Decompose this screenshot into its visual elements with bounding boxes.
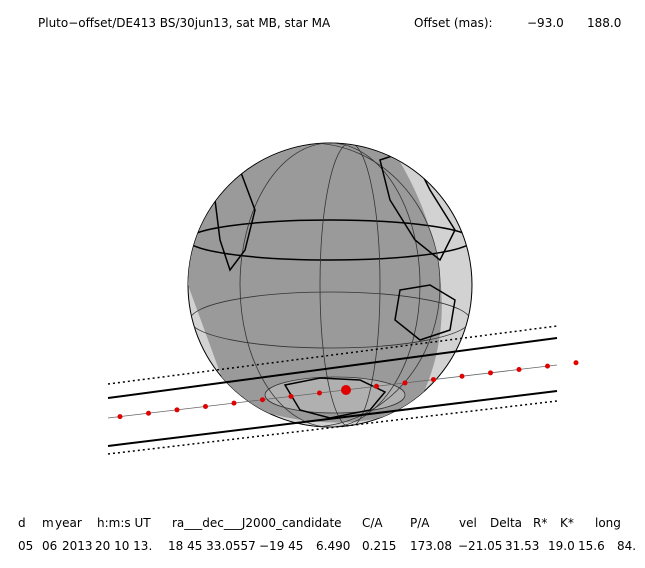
cell: 15.6	[578, 539, 605, 553]
time-marker	[174, 407, 180, 413]
time-marker	[545, 363, 550, 369]
cell: 06	[42, 539, 57, 553]
time-marker	[516, 366, 522, 372]
time-marker	[573, 360, 579, 366]
column-header: C/A	[362, 516, 383, 530]
column-header: long	[595, 516, 621, 530]
time-marker	[317, 390, 322, 396]
cell: 05	[18, 539, 33, 553]
closest-approach	[341, 385, 351, 395]
time-marker	[402, 380, 408, 386]
cell: 173.08	[410, 539, 452, 553]
cell: 19.0	[548, 539, 575, 553]
time-marker	[117, 414, 123, 420]
cell: 31.53	[505, 539, 539, 553]
time-marker	[231, 400, 237, 406]
time-marker	[459, 373, 465, 379]
time-marker	[288, 393, 294, 399]
offset-label: Offset (mas):	[414, 16, 493, 30]
column-header: vel	[459, 516, 477, 530]
time-marker	[260, 397, 265, 403]
column-header: h:m:s UT	[97, 516, 151, 530]
title: Pluto−offset/DE413 BS/30jun13, sat MB, s…	[38, 16, 331, 30]
cell: 2013	[62, 539, 93, 553]
column-header: K*	[560, 516, 574, 530]
time-marker	[146, 410, 151, 416]
cell: 84.	[617, 539, 636, 553]
time-marker	[488, 370, 493, 376]
column-header: d	[18, 516, 26, 530]
cell: 0.215	[362, 539, 396, 553]
column-header: R*	[533, 516, 547, 530]
offset-x: −93.0	[527, 16, 564, 30]
time-marker	[203, 403, 208, 409]
column-header: year	[55, 516, 82, 530]
shadow-path	[107, 325, 558, 455]
event-table: d m year h:m:s UT ra___dec___J2000_candidate…	[18, 516, 636, 553]
column-header: ra___dec___J2000_candidate	[172, 516, 342, 530]
column-header: Delta	[490, 516, 522, 530]
column-header: m	[42, 516, 54, 530]
time-marker	[374, 383, 379, 389]
cell: −19 45	[259, 539, 303, 553]
column-header: P/A	[410, 516, 430, 530]
cell: 20 10 13.	[95, 539, 152, 553]
cell: 6.490	[316, 539, 350, 553]
time-marker	[431, 377, 436, 383]
globe	[187, 142, 473, 428]
cell: 18 45 33.0557	[168, 539, 256, 553]
offset-y: 188.0	[587, 16, 621, 30]
cell: −21.05	[458, 539, 502, 553]
